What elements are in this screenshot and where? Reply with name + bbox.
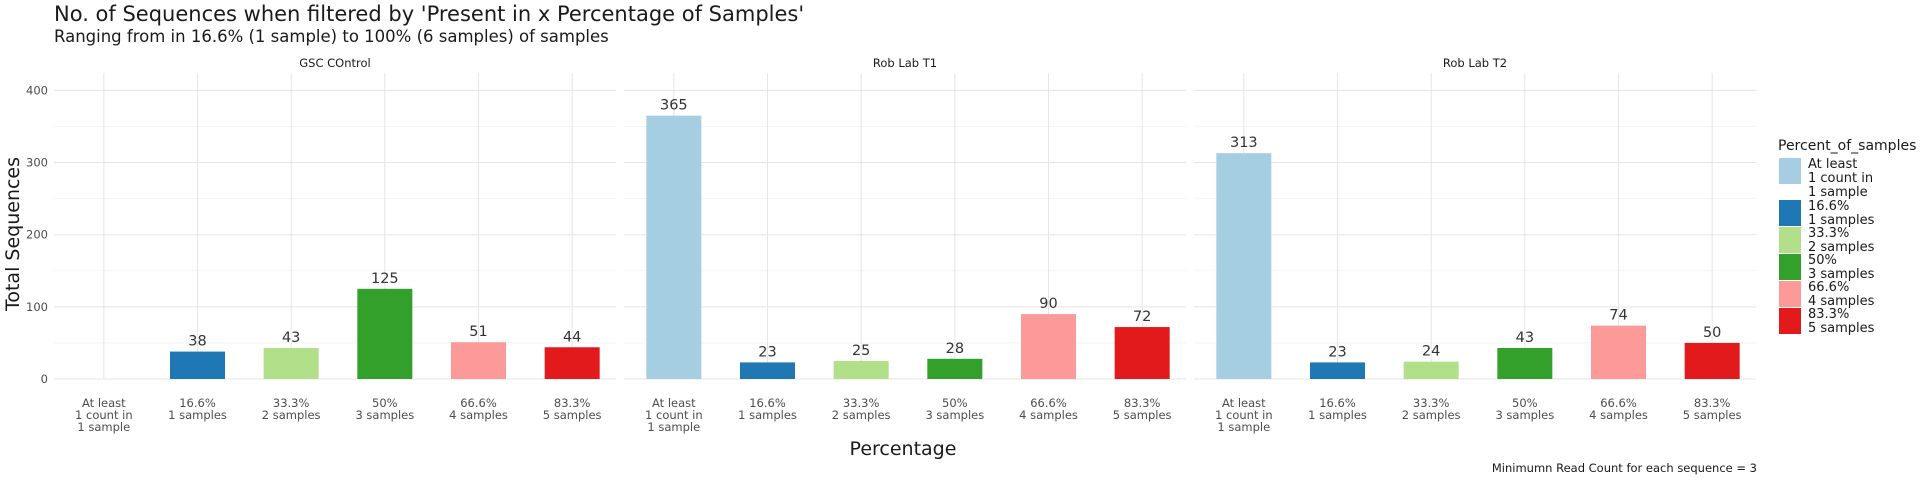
data-label: 43 [282,330,300,346]
y-tick-label: 300 [26,156,48,170]
legend-label: 83.3% 5 samples [1808,307,1875,336]
bar [1216,153,1272,379]
x-tick-label: 83.3% 5 samples [1113,396,1172,422]
data-label: 28 [946,341,964,357]
bar [451,342,506,379]
panel-rob-lab-t2: Rob Lab T2 313 At least 1 count in 1 sample 2… [1194,56,1756,434]
x-tick-label: 66.6% 4 samples [1019,396,1078,422]
chart-caption: Minimumn Read Count for each sequence = … [1492,461,1757,475]
gridlines [624,73,1186,380]
x-tick-label: 33.3% 2 samples [1402,396,1461,422]
legend-key [1779,308,1801,334]
data-label: 23 [1328,344,1346,360]
data-label: 74 [1609,308,1627,324]
x-tick-label: At least 1 count in 1 sample [645,396,703,434]
x-tick-label: 50% 3 samples [355,396,414,422]
data-label: 43 [1516,330,1534,346]
chart-title: No. of Sequences when filtered by 'Prese… [54,2,805,26]
gridlines [54,73,616,380]
x-tick-label: 50% 3 samples [925,396,984,422]
x-axis-title: Percentage [850,438,957,460]
chart-subtitle: Ranging from in 16.6% (1 sample) to 100%… [54,27,609,46]
x-tick-label: At least 1 count in 1 sample [75,396,133,434]
data-label: 25 [852,343,870,359]
data-label: 365 [660,98,688,114]
bar [1310,362,1365,379]
x-tick-label: 33.3% 2 samples [262,396,321,422]
bar [170,351,225,379]
data-label: 313 [1230,135,1258,151]
x-tick-label: 16.6% 1 samples [168,396,227,422]
bar [263,347,319,379]
data-label: 44 [563,329,581,345]
bar [544,347,600,379]
bar [927,358,983,379]
legend-label: 33.3% 2 samples [1808,226,1875,255]
legend: Percent_of_samples At least 1 count in 1 sa… [1778,138,1916,336]
y-tick-label: 400 [26,83,48,97]
legend-key [1779,200,1801,226]
gridlines [1194,73,1756,380]
legend-key [1779,158,1801,184]
x-tick-label: 83.3% 5 samples [543,396,602,422]
x-tick-label: 16.6% 1 samples [1308,396,1367,422]
x-tick-label: 33.3% 2 samples [832,396,891,422]
panel-rob-lab-t1: Rob Lab T1 365 At least 1 count in 1 sample 2… [624,56,1186,434]
facet-label: GSC COntrol [299,56,370,70]
bar [1497,347,1553,379]
data-label: 23 [758,344,776,360]
legend-label: 16.6% 1 samples [1808,199,1875,228]
x-tick-label: At least 1 count in 1 sample [1215,396,1273,434]
x-tick-label: 50% 3 samples [1495,396,1554,422]
bar [740,362,795,379]
bar [1684,342,1740,379]
bar [357,288,413,379]
data-label: 90 [1039,296,1057,312]
bar [1591,325,1646,379]
facet-label: Rob Lab T1 [873,56,937,70]
data-label: 38 [188,334,206,350]
data-label: 51 [469,324,487,340]
legend-label: 50% 3 samples [1808,253,1875,282]
bar [646,115,702,379]
x-tick-label: 83.3% 5 samples [1683,396,1742,422]
y-tick-label: 200 [26,228,48,242]
legend-key [1779,227,1801,253]
panel-gsc-control: GSC COntrol At least 1 count in 1 sample 38 1… [54,56,616,434]
legend-label: At least 1 count in 1 sample [1808,157,1873,200]
data-label: 72 [1133,309,1151,325]
x-tick-label: 16.6% 1 samples [738,396,797,422]
y-axis-title: Total Sequences [2,157,24,312]
legend-key [1779,254,1801,280]
y-tick-label: 0 [41,372,48,386]
legend-key [1779,281,1801,307]
bar [833,360,889,379]
data-label: 125 [371,271,399,287]
bar [1403,361,1459,379]
bar [1021,314,1076,379]
x-tick-label: 66.6% 4 samples [449,396,508,422]
legend-title: Percent_of_samples [1778,138,1916,154]
y-tick-label: 100 [26,300,48,314]
legend-label: 66.6% 4 samples [1808,280,1875,309]
x-tick-label: 66.6% 4 samples [1589,396,1648,422]
bar [1114,327,1170,379]
data-label: 24 [1422,344,1440,360]
facet-label: Rob Lab T2 [1443,56,1507,70]
data-label: 50 [1703,325,1721,341]
